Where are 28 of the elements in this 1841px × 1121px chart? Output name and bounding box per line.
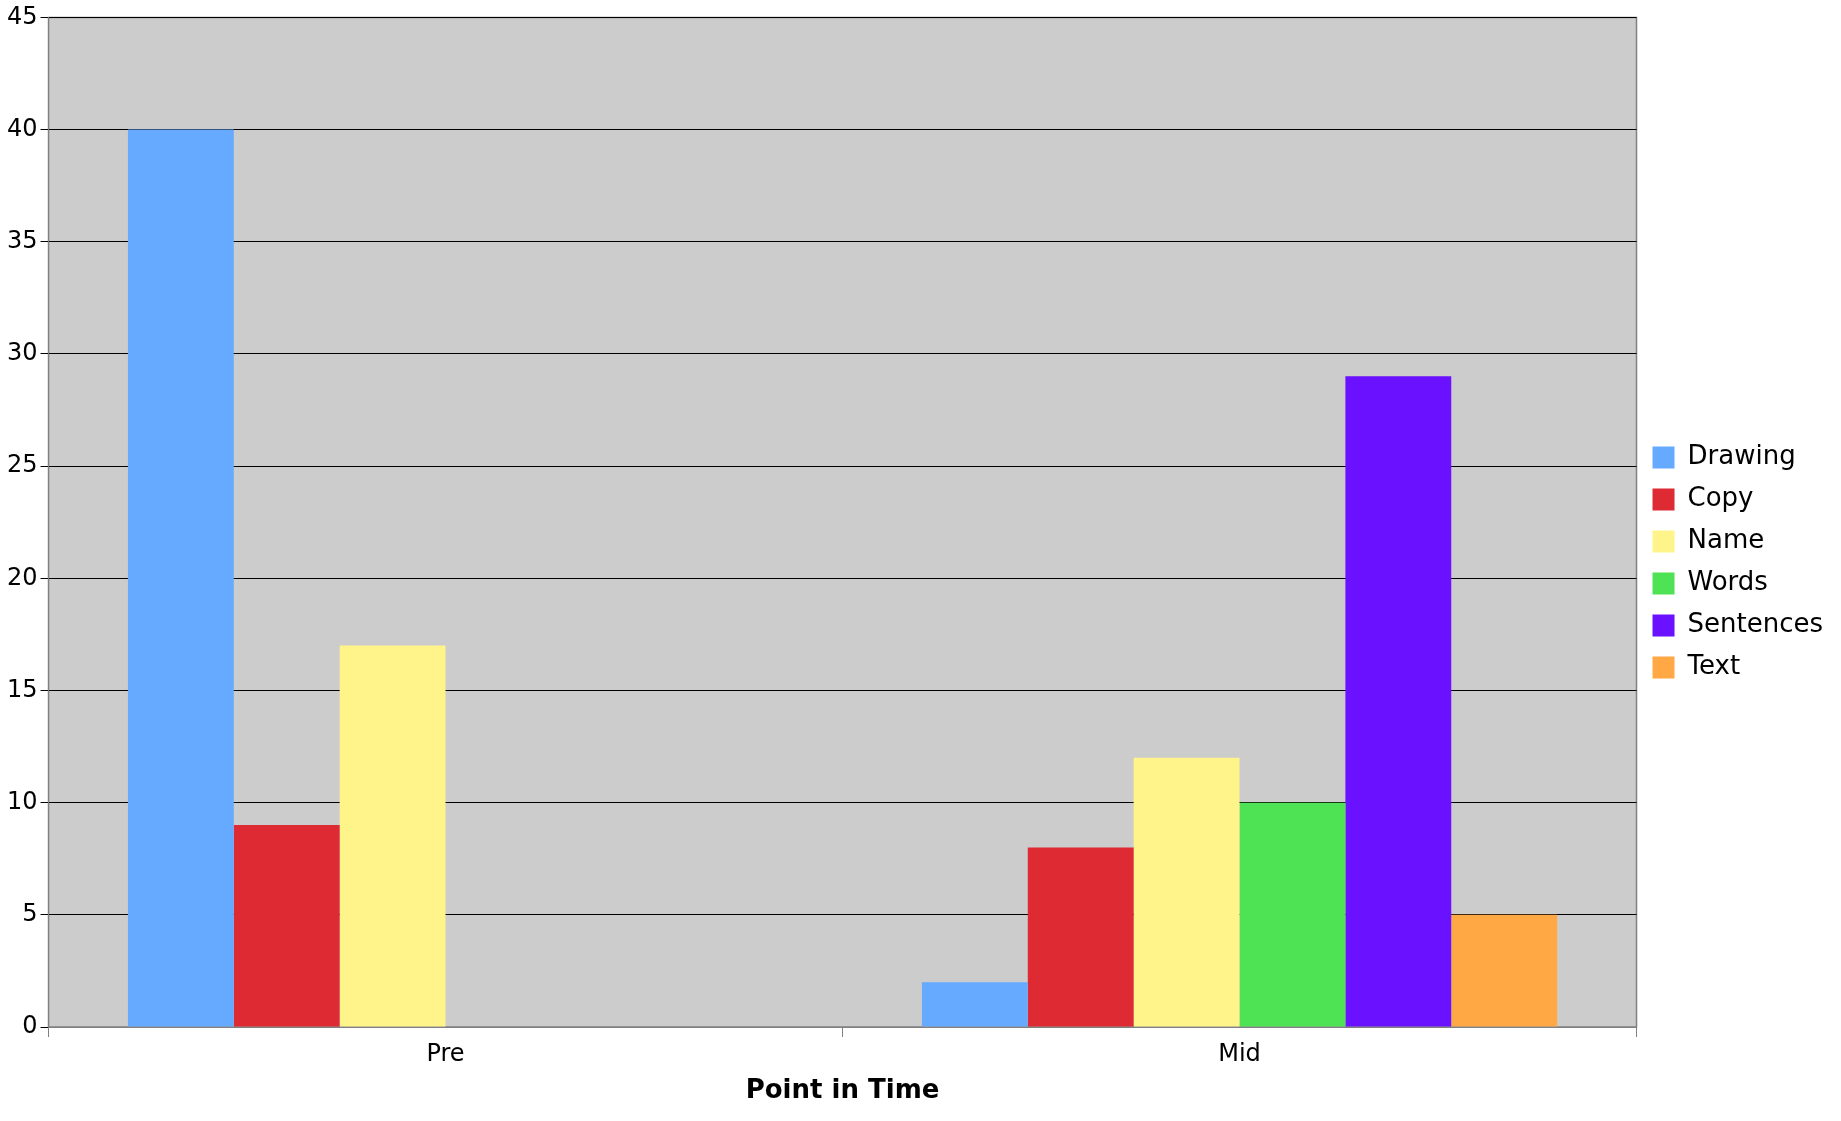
y-tick-label: 10 — [6, 786, 38, 815]
bar — [921, 982, 1028, 1027]
legend-label: Text — [1686, 650, 1741, 681]
bar — [233, 825, 340, 1027]
bar — [1027, 847, 1134, 1027]
legend-label: Sentences — [1687, 608, 1823, 639]
bar — [1451, 914, 1558, 1027]
y-tick-label: 25 — [6, 450, 38, 479]
x-axis-title: Point in Time — [745, 1074, 940, 1105]
y-tick-label: 45 — [6, 1, 38, 30]
bar — [1239, 802, 1346, 1027]
y-tick-label: 40 — [6, 113, 38, 142]
x-tick-label: Pre — [426, 1038, 465, 1067]
legend-label: Drawing — [1687, 440, 1796, 471]
bar — [1345, 376, 1452, 1027]
x-tick-label: Mid — [1218, 1038, 1261, 1067]
bar — [127, 129, 234, 1027]
bar — [339, 645, 446, 1027]
y-tick-label: 0 — [22, 1011, 38, 1040]
legend-label: Copy — [1687, 482, 1754, 513]
legend-label: Words — [1687, 566, 1768, 597]
y-tick-label: 30 — [6, 338, 38, 367]
legend-label: Name — [1687, 524, 1765, 555]
y-tick-label: 15 — [6, 674, 38, 703]
y-tick-label: 20 — [6, 562, 38, 591]
y-tick-label: 35 — [6, 225, 38, 254]
y-tick-label: 5 — [22, 899, 38, 928]
bar — [1133, 757, 1240, 1027]
